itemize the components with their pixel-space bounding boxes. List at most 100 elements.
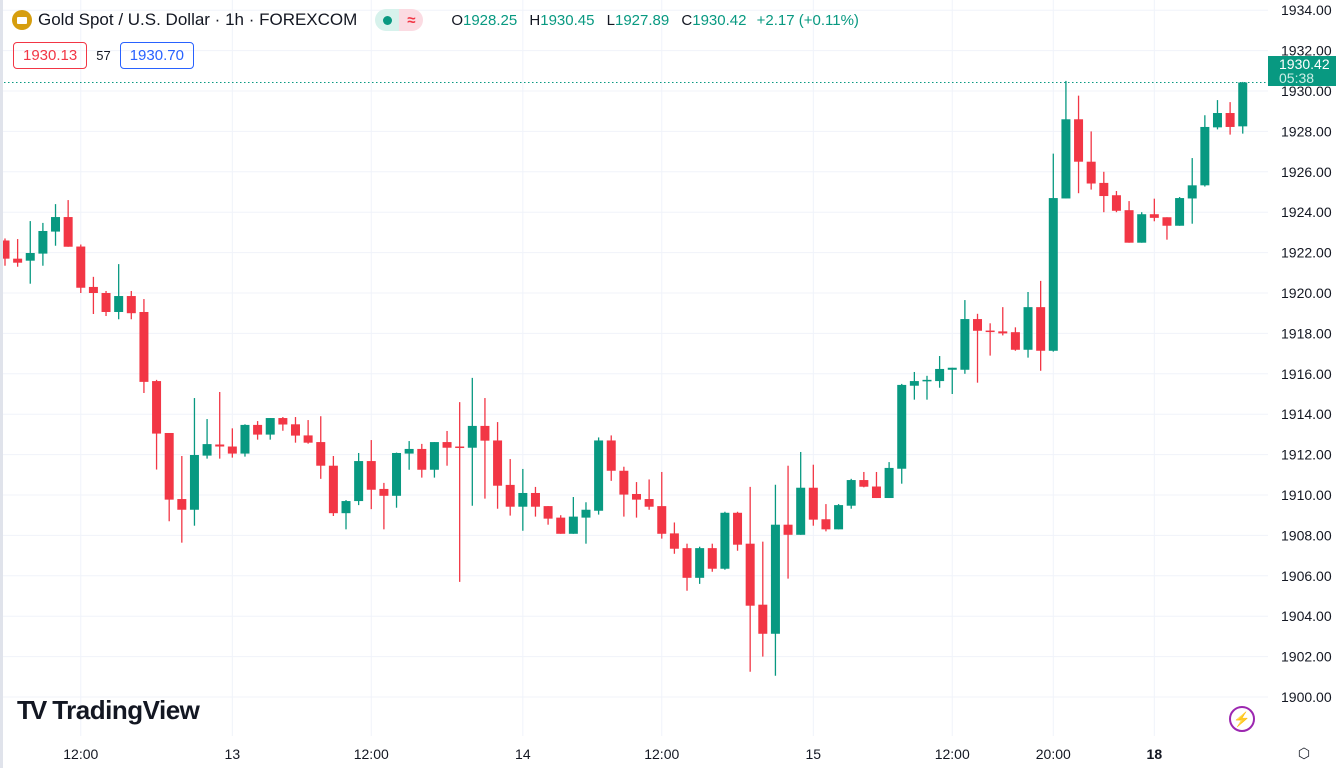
bar-countdown: 05:38 xyxy=(1279,70,1315,86)
candle-down xyxy=(480,398,490,499)
candle-body xyxy=(973,319,983,331)
candle-up xyxy=(1175,197,1185,226)
price-tick-label: 1910.00 xyxy=(1281,487,1332,503)
candle-down xyxy=(417,443,427,478)
candle-up xyxy=(240,424,250,457)
price-tick-label: 1924.00 xyxy=(1281,204,1332,220)
tradingview-logo-icon: TV xyxy=(17,695,47,725)
candle-body xyxy=(808,487,818,520)
candle-body xyxy=(568,516,578,534)
candle-down xyxy=(253,421,263,440)
change-value: +2.17 (+0.11%) xyxy=(756,11,859,29)
tradingview-logo[interactable]: TV TradingView xyxy=(17,695,200,726)
candle-body xyxy=(1086,161,1096,184)
market-status-badges[interactable]: ≈ xyxy=(375,9,424,31)
candle-body xyxy=(1036,307,1046,351)
last-price-label: 1930.42 05:38 xyxy=(1268,56,1336,86)
price-tick-label: 1914.00 xyxy=(1281,406,1332,422)
candle-body xyxy=(278,418,288,425)
candle-body xyxy=(455,446,465,449)
candle-down xyxy=(985,323,995,356)
candle-down xyxy=(619,466,629,517)
candle-down xyxy=(227,428,237,458)
time-axis[interactable]: 12:00 13 12:00 14 12:00 15 12:00 20:00 18 xyxy=(63,746,1162,762)
candle-down xyxy=(783,465,793,579)
candle-up xyxy=(1137,212,1147,243)
candle-down xyxy=(1162,217,1172,240)
buy-button[interactable]: 1930.70 xyxy=(119,42,194,69)
ohlc-values: O1928.25 H1930.45 L1927.89 C1930.42 +2.1… xyxy=(443,12,859,29)
left-edge-handle[interactable] xyxy=(0,0,3,768)
candle-body xyxy=(126,296,136,314)
candle-body xyxy=(530,492,540,507)
candle-down xyxy=(998,307,1008,336)
lightning-icon[interactable]: ⚡ xyxy=(1229,706,1255,732)
candle-body xyxy=(480,425,490,441)
candle-body xyxy=(51,217,61,232)
candle-up xyxy=(1212,100,1222,130)
candle-up xyxy=(884,462,894,499)
candle-up xyxy=(770,484,780,676)
candle-body xyxy=(114,296,124,312)
candle-body xyxy=(1149,214,1159,218)
symbol-title[interactable]: Gold Spot / U.S. Dollar · 1h · FOREXCOM xyxy=(38,10,358,29)
candle-down xyxy=(366,440,376,510)
candle-down xyxy=(316,416,326,479)
candle-body xyxy=(783,524,793,535)
candle-body xyxy=(1023,307,1033,350)
candle-body xyxy=(834,505,844,530)
candle-down xyxy=(808,464,818,526)
candle-down xyxy=(13,239,23,267)
candle-up xyxy=(467,377,477,506)
candle-up xyxy=(594,437,604,515)
grid-lines xyxy=(0,0,1268,736)
candle-body xyxy=(76,246,86,288)
candle-down xyxy=(871,471,881,499)
candle-up xyxy=(51,204,61,246)
time-tick-label: 12:00 xyxy=(935,746,970,762)
candle-body xyxy=(884,467,894,499)
candle-up xyxy=(38,222,48,266)
candle-body xyxy=(1187,185,1197,199)
candles xyxy=(0,80,1248,676)
candle-body xyxy=(0,240,10,259)
candle-up xyxy=(834,504,844,530)
candle-up xyxy=(114,264,124,320)
price-tick-label: 1918.00 xyxy=(1281,325,1332,341)
price-tick-label: 1906.00 xyxy=(1281,568,1332,584)
data-delayed-icon[interactable]: ≈ xyxy=(399,9,424,31)
low-value: 1927.89 xyxy=(614,11,670,29)
candle-body xyxy=(632,493,641,500)
candle-body xyxy=(682,548,692,578)
candle-down xyxy=(278,417,288,431)
candle-body xyxy=(379,488,389,496)
candle-body xyxy=(1048,198,1058,351)
candle-up xyxy=(189,398,199,526)
market-open-icon[interactable] xyxy=(375,9,400,31)
price-tick-label: 1902.00 xyxy=(1281,649,1332,665)
candle-up xyxy=(518,468,528,531)
sell-button[interactable]: 1930.13 xyxy=(13,42,88,69)
candle-up xyxy=(568,497,578,534)
candle-body xyxy=(429,442,439,470)
candle-body xyxy=(366,461,376,490)
candle-up xyxy=(935,356,945,388)
chart-settings-icon[interactable]: ⬡ xyxy=(1297,745,1311,761)
open-label: O xyxy=(451,11,463,29)
price-tick-label: 1904.00 xyxy=(1281,608,1332,624)
price-axis[interactable]: 1900.00 1902.00 1904.00 1906.00 1908.00 1910.… xyxy=(1281,2,1332,705)
price-tick-label: 1908.00 xyxy=(1281,527,1332,543)
candle-down xyxy=(215,391,225,459)
candle-body xyxy=(13,258,23,263)
candle-body xyxy=(164,432,174,500)
candle-body xyxy=(25,253,35,261)
candle-body xyxy=(341,501,351,514)
last-price-value: 1930.42 xyxy=(1279,56,1330,72)
candle-body xyxy=(1162,217,1172,226)
time-tick-label: 18 xyxy=(1147,746,1163,762)
candle-body xyxy=(657,506,667,534)
candle-body xyxy=(177,499,187,510)
candle-down xyxy=(758,541,768,657)
close-value: 1930.42 xyxy=(692,11,747,29)
